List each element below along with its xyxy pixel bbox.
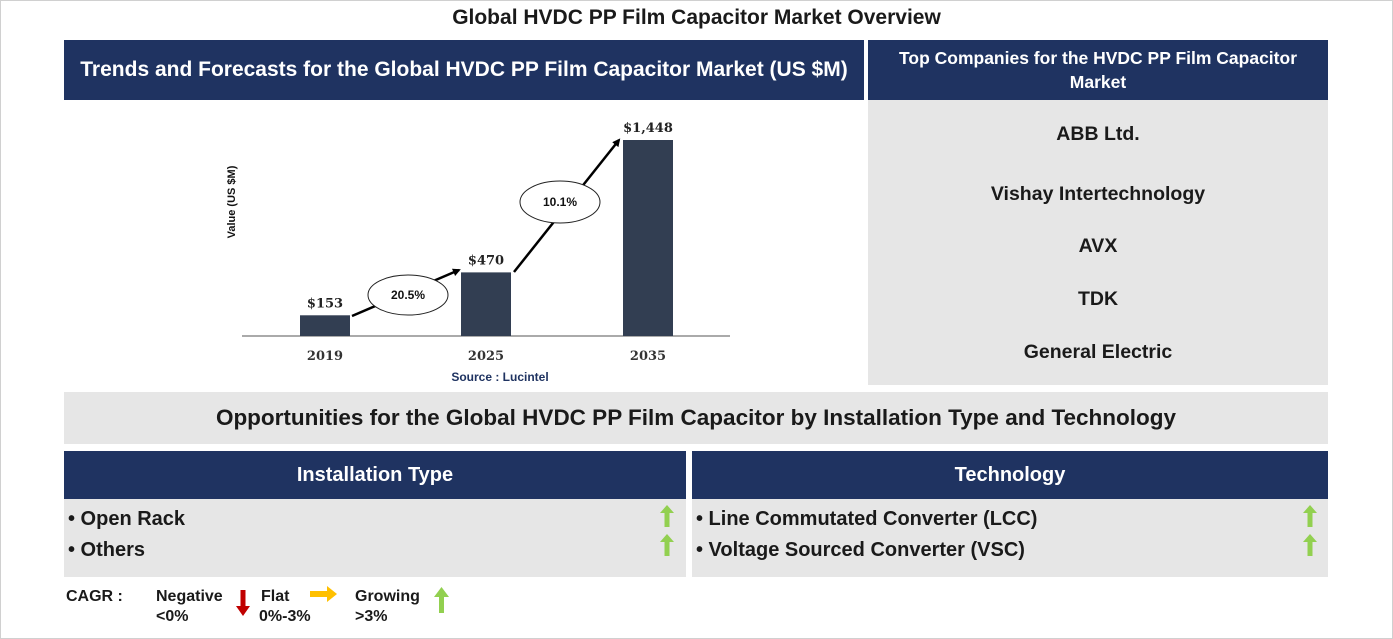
company-item: Vishay Intertechnology (990, 183, 1206, 205)
companies-panel: ABB Ltd. Vishay Intertechnology AVX TDK … (868, 100, 1328, 385)
growing-arrow-icon (660, 534, 674, 556)
company-item: General Electric (1023, 341, 1173, 363)
company-item: ABB Ltd. (1056, 123, 1140, 145)
bar (461, 272, 511, 336)
cagr-label: 20.5% (391, 288, 425, 302)
x-tick-label: 2035 (630, 349, 666, 364)
legend-growing-range: >3% (355, 608, 388, 625)
segment-item: • Open Rack (68, 508, 186, 530)
legend-flat-label: Flat (261, 588, 290, 605)
technology-header: Technology (692, 451, 1328, 499)
legend-growing-label: Growing (355, 588, 420, 605)
bar-value-label: $153 (307, 296, 343, 311)
cagr-legend-label: CAGR : (66, 588, 123, 605)
page-title: Global HVDC PP Film Capacitor Market Ove… (452, 6, 941, 29)
flat-arrow-icon (310, 586, 337, 602)
segment-item: • Voltage Sourced Converter (VSC) (696, 539, 1025, 561)
segment-item: • Line Commutated Converter (LCC) (696, 508, 1038, 530)
y-axis-label: Value (US $M) (226, 165, 238, 238)
legend-negative-label: Negative (156, 588, 223, 605)
chart-section-header: Trends and Forecasts for the Global HVDC… (64, 40, 864, 100)
opportunities-title: Opportunities for the Global HVDC PP Fil… (64, 392, 1328, 444)
companies-header: Top Companies for the HVDC PP Film Capac… (868, 40, 1328, 100)
company-item: TDK (1077, 288, 1119, 310)
cagr-label: 10.1% (543, 195, 577, 209)
x-tick-label: 2025 (468, 349, 504, 364)
bar-value-label: $1,448 (623, 121, 673, 136)
segment-item: • Others (68, 539, 146, 561)
technology-panel: • Line Commutated Converter (LCC) • Volt… (692, 499, 1328, 577)
bar (623, 140, 673, 336)
bar-value-label: $470 (468, 253, 504, 268)
cagr-bubble (367, 274, 449, 316)
growing-arrow-icon (1303, 534, 1317, 556)
cagr-bubble (519, 180, 601, 224)
legend-negative-range: <0% (156, 608, 189, 625)
x-tick-label: 2019 (307, 349, 343, 364)
bar-chart: Value (US $M) $153 2019 $470 2025 $1,448 2035… (226, 121, 730, 384)
installation-type-panel: • Open Rack • Others (64, 499, 686, 577)
installation-type-header: Installation Type (64, 451, 686, 499)
growing-arrow-icon (660, 505, 674, 527)
company-item: AVX (1078, 235, 1118, 257)
negative-arrow-icon (236, 590, 250, 616)
chart-source: Source : Lucintel (451, 370, 548, 384)
bar (300, 315, 350, 336)
growing-arrow-icon (434, 587, 449, 613)
growing-arrow-icon (1303, 505, 1317, 527)
legend-flat-range: 0%-3% (259, 608, 311, 625)
